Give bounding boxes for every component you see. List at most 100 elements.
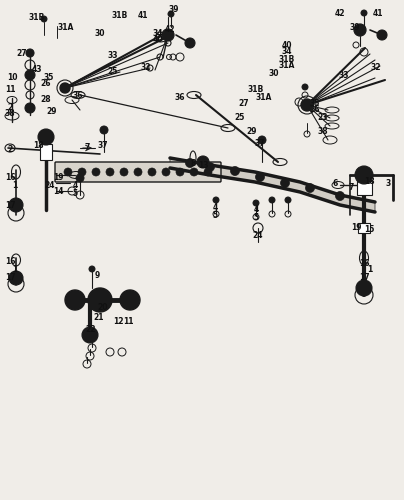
Text: 41: 41 (373, 10, 383, 18)
Text: 5: 5 (72, 188, 78, 198)
Text: 32: 32 (141, 64, 151, 72)
Circle shape (92, 168, 100, 176)
Text: 23: 23 (318, 112, 328, 122)
Text: 6: 6 (332, 178, 338, 188)
Text: 17: 17 (5, 274, 15, 282)
Circle shape (190, 168, 198, 176)
Text: 31B: 31B (29, 14, 45, 22)
Text: 31B: 31B (248, 86, 264, 94)
Text: 42: 42 (335, 10, 345, 18)
Circle shape (64, 168, 72, 176)
Text: 36: 36 (175, 92, 185, 102)
Text: 38: 38 (5, 110, 15, 118)
Circle shape (65, 290, 85, 310)
Text: 3: 3 (385, 178, 391, 188)
Text: 35: 35 (44, 74, 54, 82)
Circle shape (162, 29, 174, 41)
Text: 20: 20 (98, 304, 108, 312)
Text: 17: 17 (5, 202, 15, 210)
Circle shape (60, 83, 70, 93)
Text: 28: 28 (41, 96, 51, 104)
Text: 36: 36 (73, 90, 83, 100)
Circle shape (76, 174, 84, 182)
Text: 40: 40 (153, 36, 163, 44)
Text: 25: 25 (235, 112, 245, 122)
Text: 31B: 31B (279, 54, 295, 64)
Circle shape (356, 280, 372, 296)
Text: 7: 7 (348, 184, 354, 192)
Text: 4: 4 (253, 206, 259, 214)
Text: 31A: 31A (58, 24, 74, 32)
Circle shape (25, 70, 35, 80)
FancyBboxPatch shape (55, 162, 221, 182)
Text: 33: 33 (339, 70, 349, 80)
Circle shape (88, 288, 112, 312)
Text: 21: 21 (94, 314, 104, 322)
Circle shape (204, 168, 212, 176)
Text: 1: 1 (13, 266, 18, 274)
Text: 13: 13 (198, 160, 208, 170)
Circle shape (162, 168, 170, 176)
Text: 16: 16 (5, 174, 15, 182)
FancyBboxPatch shape (40, 144, 52, 160)
Text: 37: 37 (98, 140, 108, 149)
Text: 33: 33 (108, 50, 118, 59)
Circle shape (301, 99, 313, 111)
Text: 11: 11 (123, 318, 133, 326)
Text: 27: 27 (239, 98, 249, 108)
Text: 39: 39 (350, 24, 360, 32)
Text: 4: 4 (213, 202, 218, 211)
Circle shape (168, 11, 174, 17)
Text: 31B: 31B (112, 10, 128, 20)
Text: 16: 16 (359, 258, 369, 268)
Text: 31A: 31A (256, 92, 272, 102)
Circle shape (253, 200, 259, 206)
Text: 42: 42 (165, 26, 175, 35)
Circle shape (361, 10, 367, 16)
Circle shape (255, 172, 265, 182)
Text: 40: 40 (282, 40, 292, 50)
Circle shape (25, 103, 35, 113)
Circle shape (89, 266, 95, 272)
Text: 39: 39 (169, 6, 179, 15)
Text: 2: 2 (7, 102, 13, 112)
Text: 27: 27 (17, 48, 27, 58)
Text: 1: 1 (13, 180, 18, 190)
Circle shape (213, 197, 219, 203)
Circle shape (100, 126, 108, 134)
Circle shape (269, 197, 275, 203)
Text: 24: 24 (253, 230, 263, 239)
Polygon shape (170, 158, 375, 212)
Circle shape (106, 168, 114, 176)
Text: 12: 12 (113, 318, 123, 326)
Text: 18: 18 (364, 176, 375, 186)
Text: 16: 16 (5, 258, 15, 266)
Text: 26: 26 (41, 80, 51, 88)
Text: 30: 30 (95, 28, 105, 38)
Circle shape (148, 168, 156, 176)
Text: 29: 29 (47, 106, 57, 116)
Text: 38: 38 (318, 128, 328, 136)
Text: 32: 32 (371, 62, 381, 72)
Text: 24: 24 (45, 180, 55, 190)
Text: 34: 34 (282, 48, 292, 56)
Circle shape (176, 168, 184, 176)
Circle shape (9, 271, 23, 285)
Text: 5: 5 (253, 214, 259, 222)
Text: 19: 19 (53, 174, 63, 182)
Text: 35: 35 (310, 98, 320, 108)
Circle shape (354, 24, 366, 36)
Text: 2: 2 (7, 146, 13, 154)
Text: 25: 25 (108, 66, 118, 76)
Text: 1: 1 (367, 266, 372, 274)
Circle shape (82, 327, 98, 343)
Text: 34: 34 (153, 28, 163, 38)
Text: 5: 5 (213, 210, 218, 220)
Circle shape (258, 136, 266, 144)
Circle shape (206, 162, 215, 172)
Circle shape (9, 198, 23, 212)
Circle shape (185, 158, 194, 168)
Circle shape (302, 84, 308, 90)
FancyBboxPatch shape (356, 181, 372, 195)
FancyBboxPatch shape (358, 223, 370, 233)
